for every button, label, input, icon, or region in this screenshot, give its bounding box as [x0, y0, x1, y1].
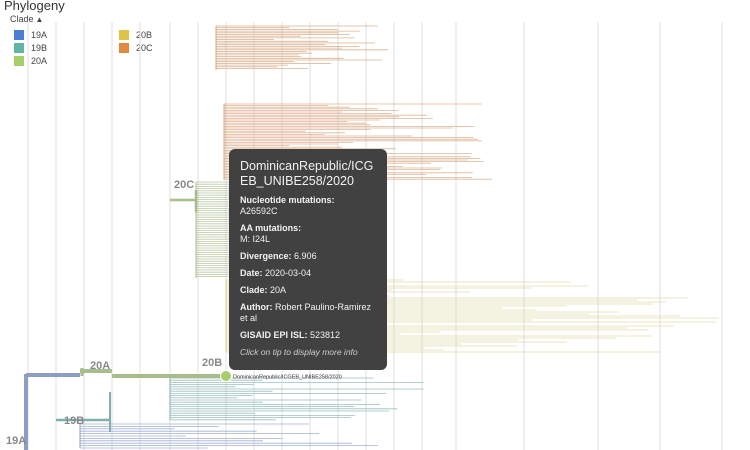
tooltip-date-row: Date: 2020-03-04 [240, 268, 376, 279]
tooltip-gisaid-value: 523812 [310, 330, 341, 340]
tooltip-date-label: Date: [240, 268, 263, 278]
legend-label-20a: 20A [31, 56, 48, 66]
tooltip-hint: Click on tip to display more info [240, 347, 358, 357]
chevron-up-icon: ▲ [35, 15, 44, 24]
branch-label-20b: 20B [202, 357, 222, 369]
legend-swatch-19a [14, 30, 24, 40]
tooltip-date-value: 2020-03-04 [265, 268, 312, 278]
branch-label-20a: 20A [90, 360, 110, 372]
legend-item-20b[interactable]: 20B [119, 30, 152, 40]
tooltip-gisaid-row: GISAID EPI ISL: 523812 [240, 330, 376, 341]
tooltip-aa-label: AA mutations: [240, 223, 302, 233]
branch-label-19a: 19A [6, 435, 26, 447]
legend-label-19b: 19B [31, 43, 48, 53]
tooltip-divergence-label: Divergence: [240, 251, 292, 261]
branch-label-20c: 20C [174, 179, 194, 191]
tooltip-nucleotide-row: Nucleotide mutations: A26592C [240, 195, 376, 217]
tooltip-author-value: Robert Paulino-Ramirez et al [240, 302, 372, 323]
tip-tooltip: DominicanRepublic/ICGEB_UNIBE258/2020 Nu… [229, 149, 387, 370]
legend-label-19a: 19A [31, 30, 48, 40]
legend-label-20c: 20C [136, 43, 153, 53]
clade-legend-toggle[interactable]: Clade ▲ [10, 14, 43, 24]
legend-item-19a[interactable]: 19A [14, 30, 47, 40]
tooltip-gisaid-label: GISAID EPI ISL: [240, 330, 308, 340]
tooltip-clade-value: 20A [270, 285, 287, 295]
tooltip-clade-label: Clade: [240, 285, 268, 295]
tooltip-nucleotide-value: A26592C [240, 206, 278, 216]
legend-label-20b: 20B [136, 30, 153, 40]
tooltip-divergence-row: Divergence: 6.906 [240, 251, 376, 262]
tooltip-nucleotide-label: Nucleotide mutations: [240, 195, 335, 205]
legend-swatch-20b [119, 30, 129, 40]
panel-title: Phylogeny [4, 0, 65, 13]
selected-tip-group[interactable]: DominicanRepublic/ICGEB_UNIBE258/2020 [220, 370, 342, 382]
branch-labels: 20C 20A 20B 19B 19A [6, 179, 222, 447]
legend-swatch-20a [14, 56, 24, 66]
tooltip-aa-value: M: I24L [240, 234, 271, 244]
legend-item-20c[interactable]: 20C [119, 43, 153, 53]
tooltip-aa-row: AA mutations: M: I24L [240, 223, 376, 245]
tooltip-clade-row: Clade: 20A [240, 285, 376, 296]
tooltip-author-label: Author: [240, 302, 273, 312]
legend-swatch-19b [14, 43, 24, 53]
legend-swatch-20c [119, 43, 129, 53]
selected-tip-marker[interactable] [220, 370, 232, 382]
tooltip-divergence-value: 6.906 [294, 251, 317, 261]
clade-toggle-label: Clade [10, 14, 34, 24]
branch-label-19b: 19B [64, 415, 84, 427]
legend-item-19b[interactable]: 19B [14, 43, 47, 53]
tooltip-strain-name: DominicanRepublic/ICGEB_UNIBE258/2020 [240, 159, 374, 188]
selected-tip-label: DominicanRepublic/ICGEB_UNIBE258/2020 [233, 375, 342, 381]
tooltip-author-row: Author: Robert Paulino-Ramirez et al [240, 302, 376, 324]
legend-item-20a[interactable]: 20A [14, 56, 47, 66]
